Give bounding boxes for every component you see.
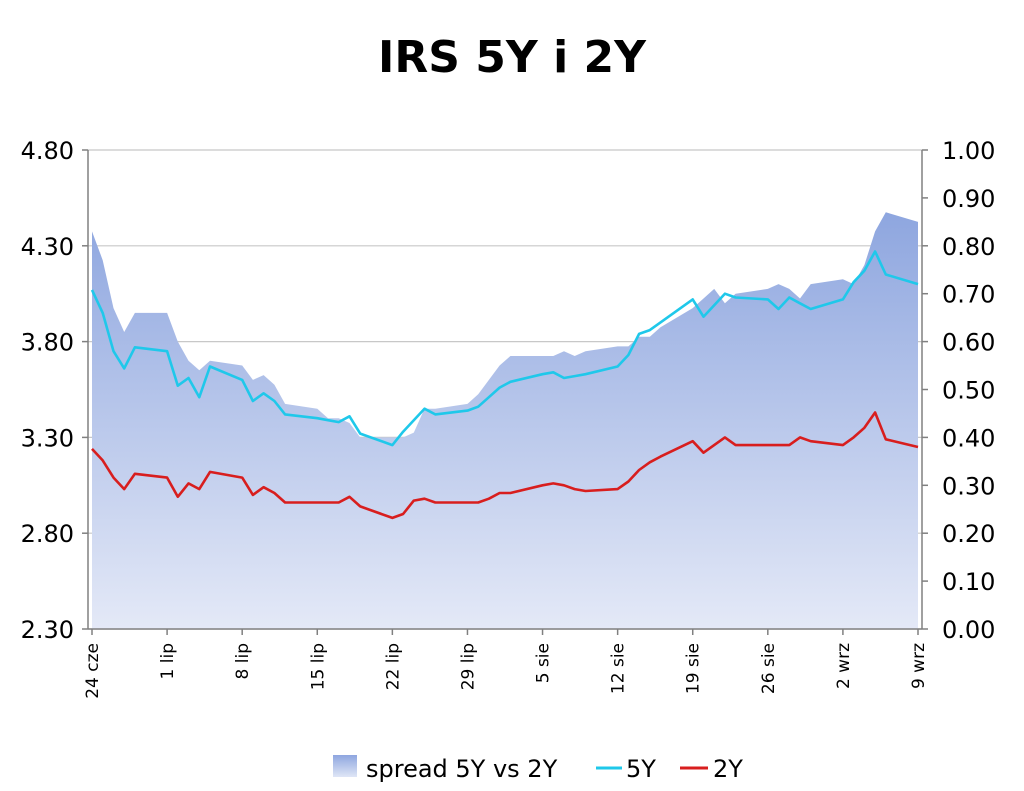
y-left-tick-label: 4.30	[21, 233, 74, 261]
y-right-tick-label: 0.40	[942, 424, 995, 452]
x-tick-label: 15 lip	[308, 643, 328, 690]
series-line-2y	[91, 411, 919, 520]
spread-area-layer	[92, 212, 918, 630]
y-left-tick-label: 4.80	[21, 137, 74, 165]
legend-label-spread: spread 5Y vs 2Y	[366, 755, 558, 783]
y-right-tick-label: 0.80	[942, 233, 995, 261]
y-axis-right-ticks: 0.00 0.10 0.20 0.30 0.40 0.50 0.60 0.70 0.80 0.90…	[922, 137, 995, 644]
x-tick-label: 29 lip	[459, 643, 479, 690]
legend: spread 5Y vs 2Y 5Y 2Y	[333, 755, 743, 783]
x-tick-label: 2 wrz	[834, 643, 854, 689]
y-right-tick-label: 0.50	[942, 377, 995, 405]
x-tick-label: 22 lip	[383, 643, 403, 690]
y-right-tick-label: 0.90	[942, 185, 995, 213]
series-lines-layer	[90, 250, 919, 520]
legend-swatch-spread	[333, 755, 357, 777]
y-right-tick-label: 0.20	[942, 520, 995, 548]
x-tick-label: 12 sie	[609, 643, 629, 694]
y-right-tick-label: 0.70	[942, 281, 995, 309]
y-right-tick-label: 0.60	[942, 329, 995, 357]
chart-title: IRS 5Y i 2Y	[378, 32, 646, 83]
x-tick-label: 1 lip	[158, 643, 178, 679]
x-tick-label: 19 sie	[684, 643, 704, 694]
y-right-tick-label: 0.30	[942, 472, 995, 500]
y-right-tick-label: 1.00	[942, 137, 995, 165]
y-axis-left-ticks: 2.30 2.80 3.30 3.80 4.30 4.80	[21, 137, 88, 644]
x-tick-label: 24 cze	[83, 643, 103, 699]
x-axis-ticks: 24 cze 1 lip 8 lip 15 lip 22 lip 29 lip 5 sie 1…	[83, 629, 929, 699]
x-tick-label: 5 sie	[534, 643, 554, 683]
series-area-spread	[92, 212, 918, 630]
y-left-tick-label: 2.30	[21, 616, 74, 644]
y-left-tick-label: 2.80	[21, 520, 74, 548]
legend-label-2y: 2Y	[713, 755, 743, 783]
y-left-tick-label: 3.80	[21, 329, 74, 357]
x-tick-label: 8 lip	[233, 643, 253, 679]
y-left-tick-label: 3.30	[21, 424, 74, 452]
x-tick-label: 9 wrz	[909, 643, 929, 689]
x-tick-label: 26 sie	[759, 643, 779, 694]
legend-label-5y: 5Y	[626, 755, 656, 783]
series-line-5y	[90, 250, 919, 447]
y-right-tick-label: 0.00	[942, 616, 995, 644]
y-right-tick-label: 0.10	[942, 568, 995, 596]
